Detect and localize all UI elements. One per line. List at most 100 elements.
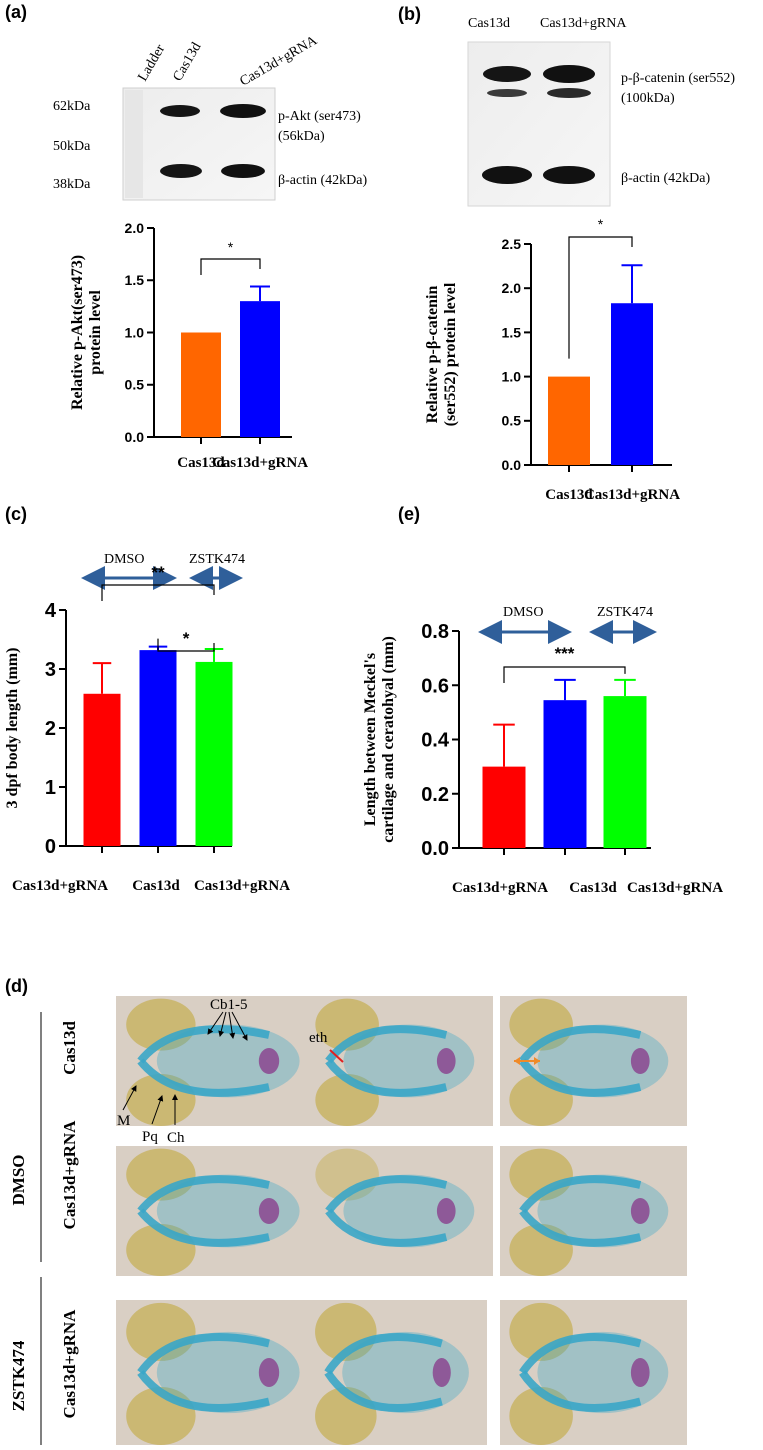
specimen-photo (306, 1146, 493, 1276)
cartilage-body (156, 1174, 300, 1248)
cartilage-upper (519, 1025, 642, 1064)
y-tick-label: 0.5 (125, 377, 145, 393)
y-tick-label: 0.8 (421, 621, 449, 643)
category-label: Cas13d (545, 487, 593, 503)
bar (603, 696, 647, 848)
cartilage-upper (325, 1025, 448, 1064)
cartilage-lower (325, 1058, 448, 1097)
group-label-zstk: ZSTK474 (9, 1340, 28, 1411)
y-axis-label: (ser552) protein level (442, 282, 459, 426)
purple-stain (258, 1048, 280, 1074)
blot-b-band-cat-1a (483, 66, 531, 82)
blot-a-lane-cas13d: Cas13d (170, 40, 204, 84)
cartilage-lower (137, 1370, 270, 1413)
significance-label: *** (555, 644, 575, 663)
category-label: Cas13d (132, 878, 180, 894)
treatment-c-dmso: DMSO (104, 552, 144, 567)
cartilage-body (343, 1174, 475, 1248)
y-tick-label: 1.5 (125, 272, 145, 288)
panel-e-treatments: DMSO ZSTK474 (478, 605, 657, 644)
cartilage-body (156, 1331, 300, 1414)
specimen-photo (116, 996, 320, 1126)
blot-a-lane-gRNA: Cas13d+gRNA (238, 33, 321, 90)
annot-cb-arrow-4 (231, 1011, 248, 1041)
row-label-gRNA-2: Cas13d+gRNA (60, 1309, 79, 1419)
blot-a-band-actin-2 (221, 164, 265, 178)
purple-stain (630, 1358, 650, 1387)
blot-b-band-label-actin: β-actin (42kDa) (621, 171, 710, 186)
bar (240, 301, 280, 437)
y-tick-label: 1.0 (125, 324, 145, 340)
category-label: Cas13d+gRNA (452, 880, 548, 896)
blot-b-membrane (467, 41, 611, 207)
cartilage-body (537, 1174, 669, 1248)
blot-b-band-cat-1b (487, 89, 527, 97)
panel-d-letter: (d) (5, 976, 28, 996)
y-axis-label: 3 dpf body length (mm) (4, 648, 21, 809)
cartilage-body (537, 1024, 669, 1098)
y-tick-label: 0.5 (502, 413, 522, 429)
cartilage-upper (324, 1333, 443, 1375)
treatment-e-dmso: DMSO (503, 605, 543, 620)
bar (195, 661, 233, 846)
cartilage-body (156, 1024, 300, 1098)
significance-bracket (200, 258, 261, 275)
blot-b-band-actin-1 (482, 166, 532, 184)
cartilage-lower (519, 1208, 642, 1247)
blot-a-band-actin-1 (160, 164, 202, 178)
significance-bracket (157, 638, 215, 652)
blot-b-lane-cas13d: Cas13d (468, 16, 510, 31)
annot-cb15: Cb1-5 (210, 997, 248, 1013)
y-tick-label: 0 (45, 836, 56, 858)
cartilage-lower (519, 1058, 642, 1097)
y-tick-label: 2 (45, 718, 56, 740)
panel-c-treatments: DMSO ZSTK474 (81, 552, 245, 590)
y-tick-label: 0.0 (421, 838, 449, 860)
annot-orange-arrowheads (514, 1057, 540, 1065)
category-label: Cas13d+gRNA (584, 487, 680, 503)
y-axis-label: cartilage and ceratohyal (mm) (380, 636, 397, 843)
category-label: Cas13d+gRNA (12, 878, 108, 894)
y-tick-label: 4 (45, 600, 57, 622)
significance-label: * (598, 216, 604, 232)
blot-a-marker-50: 50kDa (53, 139, 91, 154)
panel-e-letter: (e) (398, 504, 420, 524)
significance-label: ** (151, 563, 165, 582)
panel-d-photos (116, 996, 687, 1445)
blot-b-band-label-cat: p-β-catenin (ser552) (621, 71, 735, 86)
blot-b-band-label-cat-kda: (100kDa) (621, 91, 675, 106)
panel-a-letter: (a) (5, 2, 27, 22)
cartilage-upper (137, 1025, 270, 1064)
category-label: Cas13d+gRNA (212, 455, 308, 471)
purple-stain (258, 1198, 280, 1224)
purple-stain (432, 1358, 451, 1387)
chart-e: 0.0 0.2 0.4 0.6 0.8 Cas13d+gRNA Cas13d Cas13d+g… (362, 621, 723, 896)
significance-bracket (101, 584, 215, 601)
y-tick-label: 1 (45, 777, 56, 799)
annot-eth-arrow (329, 1049, 344, 1063)
y-axis-label: protein level (87, 290, 104, 375)
blot-a-marker-62: 62kDa (53, 99, 91, 114)
y-tick-label: 2.0 (125, 220, 145, 236)
specimen-photo (116, 1300, 320, 1445)
purple-stain (630, 1198, 650, 1224)
panel-b-blot: Cas13d Cas13d+gRNA p-β-catenin (ser552) … (467, 16, 735, 207)
row-label-cas13d: Cas13d (60, 1021, 79, 1075)
blot-a-marker-38: 38kDa (53, 177, 91, 192)
treatment-c-zstk: ZSTK474 (189, 552, 245, 567)
cartilage-upper (137, 1175, 270, 1214)
blot-a-band-akt-1 (160, 105, 200, 117)
cartilage-lower (137, 1208, 270, 1247)
panel-a-blot: Ladder Cas13d Cas13d+gRNA 62kDa 50kDa 38… (53, 33, 367, 201)
treatment-e-zstk: ZSTK474 (597, 605, 653, 620)
annot-pq: Pq (142, 1129, 158, 1145)
blot-a-ladder-lane (125, 90, 143, 198)
blot-a-band-label-akt-kda: (56kDa) (278, 129, 325, 144)
blot-a-band-label-actin: β-actin (42kDa) (278, 173, 367, 188)
cartilage-upper (519, 1333, 642, 1375)
y-tick-label: 0.4 (421, 730, 450, 752)
cartilage-lower (519, 1370, 642, 1412)
cartilage-upper (325, 1175, 448, 1214)
y-axis-label: Relative p-β-catenin (424, 286, 441, 424)
